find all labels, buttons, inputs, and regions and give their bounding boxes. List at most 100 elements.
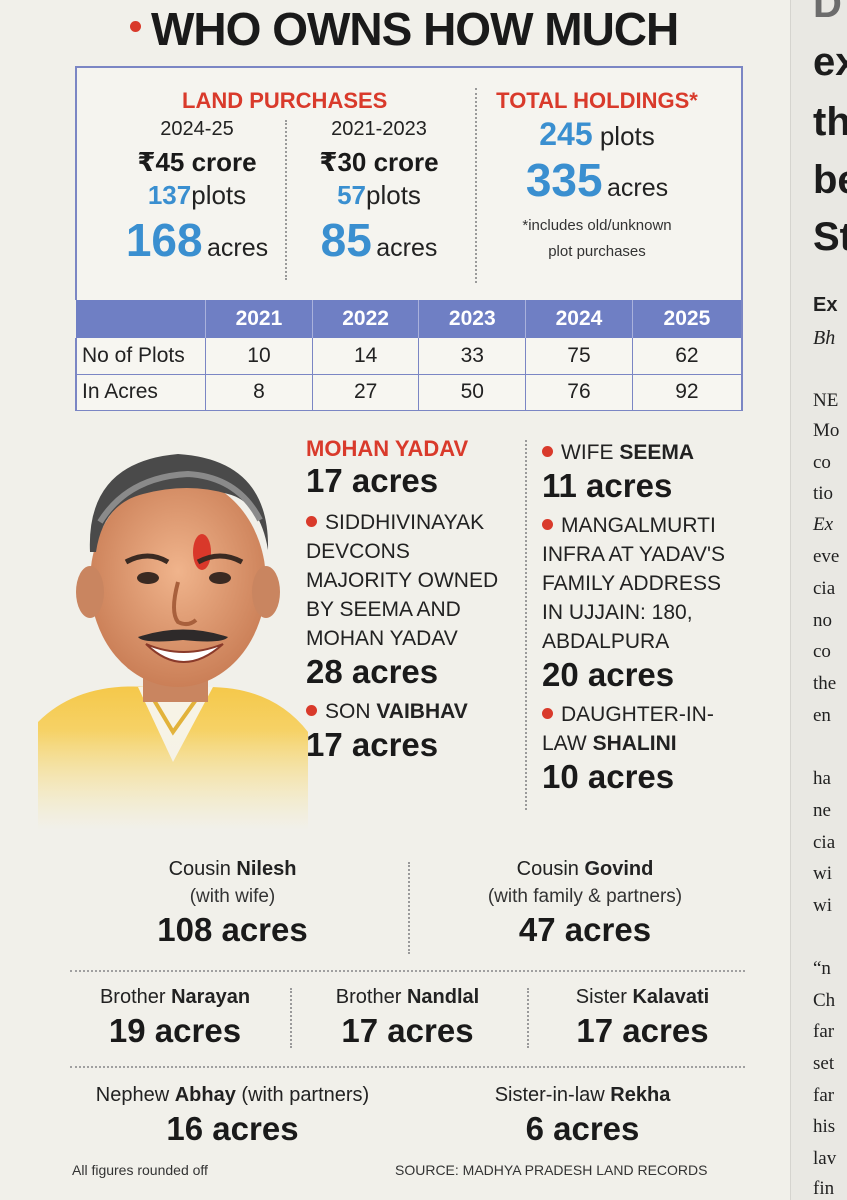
total-holdings: TOTAL HOLDINGS* 245 plots 335 acres *inc… [482,88,712,265]
table-row: No of Plots 10 14 33 75 62 [75,338,743,375]
headline-fragment: th [813,100,847,144]
table-header-year: 2021 [205,300,313,338]
period-acres: 85 acres [320,214,438,266]
body-fragment: wi [813,895,832,916]
divider [527,988,529,1048]
title-bullet-icon [130,21,141,33]
table-header-year: 2022 [312,300,420,338]
table-cell: 10 [205,338,313,375]
body-fragment: Ch [813,990,836,1011]
divider [475,88,477,283]
relative-abhay: Nephew Abhay (with partners) 16 acres [95,1084,370,1147]
table-cell: 92 [632,374,743,411]
divider [408,862,410,954]
period-2021-2023: 2021-2023 ₹30 crore 57plots 85 acres [289,118,469,267]
headline-fragment: ex [813,40,847,84]
body-fragment: eve [813,546,840,567]
infographic-title: WHO OWNS HOW MUCH [130,2,679,56]
body-fragment: the [813,673,837,694]
headline-fragment: D [813,0,842,26]
yearly-stats-table: 2021 2022 2023 2024 2025 No of Plots 10 … [75,300,743,411]
siddhivinayak-acres: 28 acres [306,653,439,690]
body-fragment: Ex [813,514,834,535]
table-header-year: 2024 [525,300,633,338]
body-fragment: tio [813,483,834,504]
bullet-icon [306,515,317,527]
mangalmurti-acres: 20 acres [542,656,675,693]
body-fragment: his [813,1116,836,1137]
table-cell: 27 [312,374,420,411]
table-header-blank [76,300,207,338]
period-year: 2021-2023 [331,118,427,140]
mangalmurti-label: MANGALMURTI INFRA AT YADAV'S FAMILY ADDR… [542,514,725,653]
table-row-label: In Acres [75,374,207,411]
body-fragment: no [813,610,832,631]
period-2024-25: 2024-25 ₹45 crore 137plots 168 acres [107,118,287,267]
table-cell: 8 [205,374,313,411]
summary-box: LAND PURCHASES 2024-25 ₹45 crore 137plot… [75,66,743,300]
body-fragment: “n [813,958,831,979]
byline-fragment: Bh [813,327,836,349]
table-cell: 50 [418,374,527,411]
relative-kalavati: Sister Kalavati 17 acres [575,986,710,1049]
divider [525,440,527,810]
body-fragment: ha [813,768,831,789]
byline-fragment: Ex [813,294,838,316]
table-cell: 62 [632,338,743,375]
body-fragment: far [813,1085,835,1106]
infographic-panel: WHO OWNS HOW MUCH LAND PURCHASES 2024-25… [38,2,757,1178]
headline-fragment: be [813,158,847,202]
body-fragment: far [813,1021,835,1042]
table-header-row: 2021 2022 2023 2024 2025 [76,300,743,338]
table-header-year: 2025 [632,300,743,338]
bullet-icon [542,518,553,530]
body-fragment: wi [813,863,832,884]
divider [285,120,287,280]
bullet-icon [306,704,317,716]
headline-fragment: St [813,215,847,259]
body-fragment: Mo [813,420,840,441]
table-cell: 33 [418,338,527,375]
source-credit: SOURCE: MADHYA PRADESH LAND RECORDS [395,1162,708,1178]
mohan-yadav-acres: 17 acres [306,462,439,499]
total-holdings-note: *includes old/unknown plot purchases [522,217,672,260]
period-plots: 137plots [147,180,247,210]
relative-govind: Cousin Govind (with family & partners) 4… [487,858,683,948]
table-cell: 75 [525,338,633,375]
total-acres: 335 acres [525,154,669,206]
son-acres: 17 acres [306,726,439,763]
daughter-in-law-acres: 10 acres [542,758,675,795]
table-row-label: No of Plots [75,338,207,375]
body-fragment: fin [813,1178,835,1199]
row-separator [70,1066,745,1068]
table-cell: 76 [525,374,633,411]
divider [290,988,292,1048]
land-purchases-heading: LAND PURCHASES [182,88,388,113]
table-header-year: 2023 [418,300,527,338]
row-separator [70,970,745,972]
bullet-icon [542,445,553,457]
period-acres: 168 acres [125,214,269,266]
mohan-yadav-name: MOHAN YADAV [306,436,469,461]
body-fragment: en [813,705,831,726]
period-crore: ₹30 crore [319,147,439,177]
body-fragment: cia [813,832,836,853]
footnote-rounded: All figures rounded off [72,1162,208,1178]
total-plots: 245 plots [539,116,655,152]
bullet-icon [542,707,553,719]
body-fragment: NE [813,390,839,411]
body-fragment: co [813,452,831,473]
body-fragment: cia [813,578,836,599]
period-year: 2024-25 [160,118,234,140]
relative-rekha: Sister-in-law Rekha 6 acres [494,1084,671,1147]
siddhivinayak-label: SIDDHIVINAYAK DEVCONS MAJORITY OWNED BY … [306,511,499,650]
period-crore: ₹45 crore [137,147,257,177]
mohan-yadav-portrait [38,432,308,830]
body-fragment: co [813,641,831,662]
body-fragment: ne [813,800,831,821]
immediate-family-right: WIFE SEEMA 11 acres MANGALMURTI INFRA AT… [542,438,757,796]
wife-acres: 11 acres [542,467,673,504]
body-fragment: set [813,1053,835,1074]
table-cell: 14 [312,338,420,375]
relative-nandlal: Brother Nandlal 17 acres [335,986,480,1049]
